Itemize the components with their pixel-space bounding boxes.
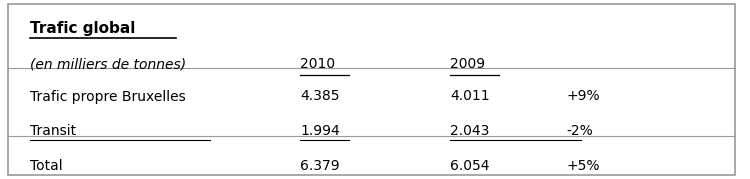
FancyBboxPatch shape bbox=[8, 4, 735, 175]
Text: Trafic global: Trafic global bbox=[30, 21, 135, 37]
Text: Transit: Transit bbox=[30, 124, 76, 137]
Text: 4.011: 4.011 bbox=[450, 90, 490, 103]
Text: 6.379: 6.379 bbox=[300, 159, 340, 173]
Text: 2010: 2010 bbox=[300, 57, 335, 71]
Text: +9%: +9% bbox=[566, 90, 600, 103]
Text: 4.385: 4.385 bbox=[300, 90, 340, 103]
Text: 2009: 2009 bbox=[450, 57, 485, 71]
Text: Trafic propre Bruxelles: Trafic propre Bruxelles bbox=[30, 90, 186, 103]
Text: -2%: -2% bbox=[566, 124, 593, 137]
Text: +5%: +5% bbox=[566, 159, 600, 173]
Text: (en milliers de tonnes): (en milliers de tonnes) bbox=[30, 57, 186, 71]
Text: Total: Total bbox=[30, 159, 62, 173]
Text: 2.043: 2.043 bbox=[450, 124, 489, 137]
Text: 6.054: 6.054 bbox=[450, 159, 490, 173]
Text: 1.994: 1.994 bbox=[300, 124, 340, 137]
